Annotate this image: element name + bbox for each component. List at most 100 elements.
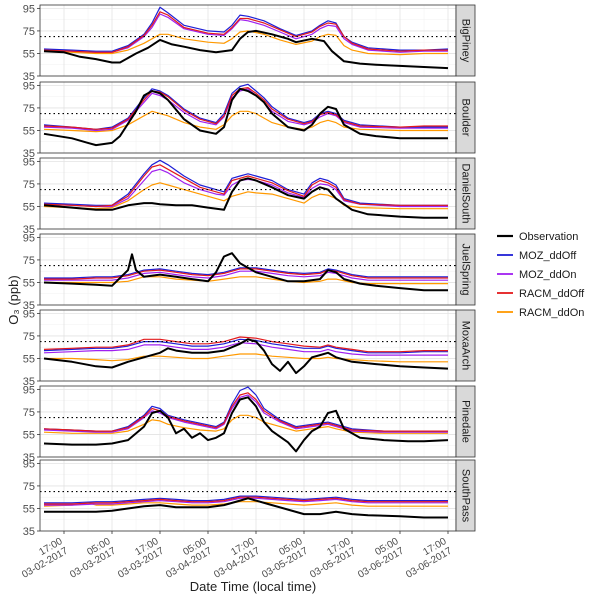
series-line-moz-ddoff [44, 495, 448, 504]
legend-item: MOZ_ddOff [497, 250, 577, 262]
x-axis-label: Date Time (local time) [190, 579, 316, 594]
series-line-observation [44, 497, 448, 519]
y-tick-label: 75 [23, 481, 35, 493]
y-tick-label: 55 [23, 353, 35, 365]
y-tick-label: 35 [23, 300, 35, 312]
x-tick-label: 05:0003-05-2017 [255, 536, 311, 581]
y-tick-label: 75 [23, 103, 35, 115]
legend-label: MOZ_ddOn [519, 269, 576, 281]
y-tick-label: 55 [23, 201, 35, 213]
panel-southpass: 35 55 75 95 SouthPass [23, 458, 476, 538]
x-tick-label: 05:0003-04-2017 [159, 536, 215, 581]
facet-strip-label: Boulder [460, 99, 472, 137]
series-line-moz-ddon [44, 270, 448, 281]
y-tick-label: 55 [23, 125, 35, 137]
series-line-moz-ddon [44, 497, 448, 506]
series-line-racm-ddon [43, 30, 448, 56]
y-tick-label: 95 [23, 458, 35, 470]
series-line-racm-ddoff [43, 11, 448, 53]
y-tick-label: 55 [23, 503, 35, 515]
y-tick-label: 75 [23, 255, 35, 267]
y-tick-label: 95 [23, 3, 35, 15]
y-tick-label: 95 [23, 232, 35, 244]
y-tick-label: 75 [23, 179, 35, 191]
y-tick-label: 75 [23, 331, 35, 343]
series-line-racm-ddon [44, 353, 448, 363]
y-tick-label: 95 [23, 384, 35, 396]
legend-item: Observation [497, 231, 578, 243]
x-tick-label: 17:0003-06-2017 [399, 536, 455, 581]
series-line-racm-ddoff [43, 392, 448, 432]
legend-item: RACM_ddOff [497, 288, 585, 300]
panel-background [40, 310, 456, 381]
y-tick-label: 35 [23, 224, 35, 236]
legend: Observation MOZ_ddOff MOZ_ddOn RACM_ddOff RA… [497, 231, 585, 319]
y-tick-label: 35 [23, 148, 35, 160]
y-tick-label: 75 [23, 26, 35, 38]
series-line-observation [43, 338, 449, 375]
series-line-observation [43, 252, 448, 292]
facet-strip [455, 309, 476, 382]
legend-label: MOZ_ddOff [519, 250, 577, 262]
x-tick-label: 17:0003-03-2017 [111, 536, 167, 581]
series-line-racm-ddoff [43, 87, 448, 130]
legend-label: RACM_ddOn [519, 307, 584, 319]
series-group [43, 252, 448, 292]
facet-strip [455, 459, 476, 532]
facet-panels: 35 55 75 95 BigPiney 35 55 75 95 Boulder 35 55 75 95 D… [23, 3, 476, 538]
facet-strip-label: DanielSouth [460, 164, 472, 224]
facet-strip-label: BigPiney [460, 19, 472, 63]
series-line-racm-ddoff [43, 164, 448, 208]
series-group [43, 159, 448, 219]
series-line-moz-ddon [43, 13, 448, 53]
series-line-racm-ddon [43, 414, 448, 434]
series-line-moz-ddoff [43, 159, 448, 206]
y-tick-label: 35 [23, 452, 35, 464]
series-line-moz-ddoff [43, 386, 448, 432]
series-group [43, 336, 449, 375]
y-axis: 35 55 75 95 [23, 156, 40, 236]
y-axis: 35 55 75 95 [23, 80, 40, 160]
y-tick-label: 95 [23, 156, 35, 168]
x-axis: 17:0003-02-2017 05:0003-03-2017 17:0003-03… [15, 531, 455, 581]
series-line-observation [43, 177, 448, 219]
panel-pinedale: 35 55 75 95 Pinedale [23, 384, 476, 464]
minor-gridlines [39, 82, 456, 153]
facet-strip-label: MoxaArch [460, 321, 472, 371]
y-axis-label: O₃ (ppb) [6, 275, 21, 324]
legend-label: RACM_ddOff [519, 288, 585, 300]
panel-danielsouth: 35 55 75 95 DanielSouth [23, 156, 476, 236]
legend-label: Observation [519, 231, 578, 243]
x-tick-label: 17:0003-02-2017 [15, 536, 71, 581]
x-tick-label: 05:0003-03-2017 [63, 536, 119, 581]
panel-bigpiney: 35 55 75 95 BigPiney [23, 3, 476, 83]
series-line-racm-ddon [43, 110, 448, 133]
facet-strip [455, 233, 476, 306]
panel-background [40, 82, 456, 153]
y-axis: 35 55 75 95 [23, 3, 40, 83]
panel-moxaarch: 35 55 75 95 MoxaArch [23, 308, 476, 388]
x-tick-label: 17:0003-04-2017 [207, 536, 263, 581]
series-line-moz-ddon [43, 342, 448, 356]
series-line-racm-ddoff [44, 496, 448, 505]
x-tick-label: 05:0003-06-2017 [351, 536, 407, 581]
y-tick-label: 35 [23, 526, 35, 538]
facet-strip-label: Pinedale [460, 400, 472, 443]
facet-strip [455, 385, 476, 458]
y-tick-label: 55 [23, 429, 35, 441]
legend-item: MOZ_ddOn [497, 269, 576, 281]
facet-strip [455, 81, 476, 154]
y-tick-label: 35 [23, 376, 35, 388]
y-axis: 35 55 75 95 [23, 232, 40, 312]
legend-item: RACM_ddOn [497, 307, 584, 319]
series-group [43, 495, 448, 519]
panel-boulder: 35 55 75 95 Boulder [23, 80, 476, 160]
series-group [43, 386, 449, 453]
series-line-racm-ddoff [43, 336, 448, 353]
facet-strip-label: SouthPass [460, 469, 472, 523]
y-tick-label: 95 [23, 308, 35, 320]
panel-background [40, 158, 456, 229]
y-axis: 35 55 75 95 [23, 308, 40, 388]
y-tick-label: 75 [23, 407, 35, 419]
